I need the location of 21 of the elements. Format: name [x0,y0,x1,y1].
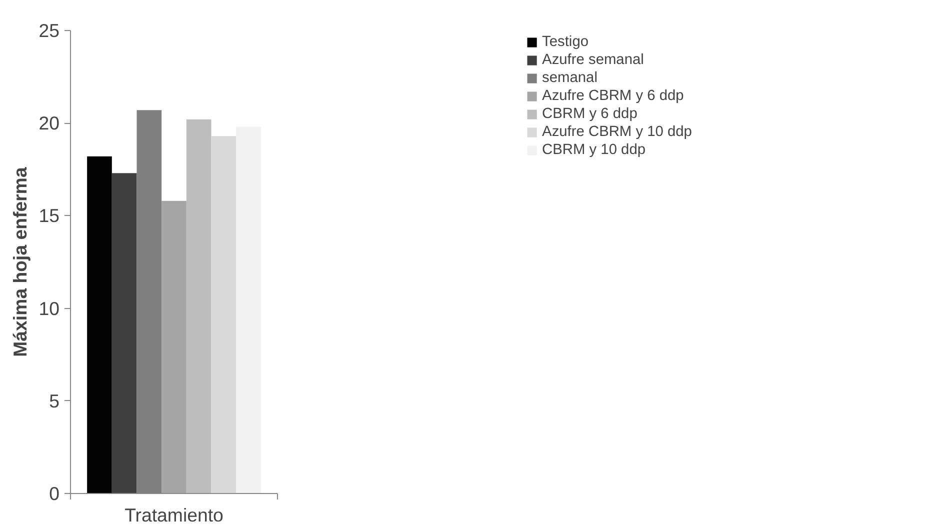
legend-label: CBRM y 10 ddp [542,142,646,158]
y-tick-label: 25 [38,20,60,41]
bar [87,156,112,494]
bar [236,126,261,494]
bar [162,200,186,494]
x-axis-title: Tratamiento [124,504,224,526]
bar [211,136,236,494]
y-tick-label: 5 [49,390,60,412]
bar [186,119,212,494]
legend-label: semanal [542,70,598,86]
y-tick-label: 10 [38,298,60,319]
legend-label: Azufre CBRM y 10 ddp [542,124,692,140]
y-axis-title: Máxima hoja enferma [10,166,31,357]
y-tick-label: 0 [49,483,60,504]
legend-label: Testigo [542,34,588,50]
legend-label: Azufre semanal [542,52,644,68]
y-tick-label: 20 [38,112,60,134]
legend-label: Azufre CBRM y 6 ddp [542,88,684,104]
bar [112,173,137,494]
y-tick-label: 15 [38,205,60,226]
legend-label: CBRM y 6 ddp [542,106,638,122]
